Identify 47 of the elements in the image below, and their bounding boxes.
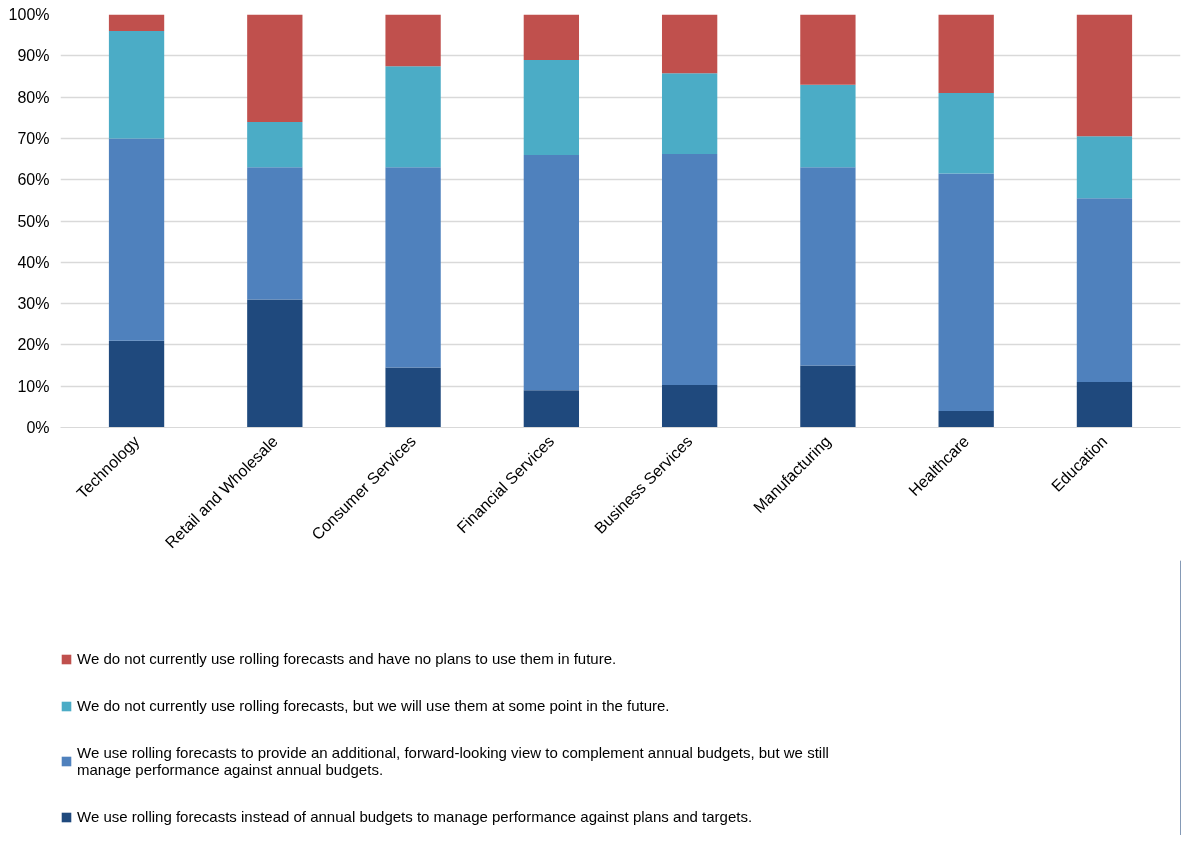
bar	[800, 365, 856, 428]
y-tick-label: 80%	[17, 88, 50, 106]
bar	[1076, 382, 1133, 428]
bar	[800, 167, 856, 366]
bar	[108, 14, 165, 32]
y-tick-label: 90%	[17, 47, 50, 65]
bar	[661, 73, 718, 155]
bar	[800, 14, 856, 85]
y-tick-label: 40%	[17, 253, 50, 271]
y-tick-label: 50%	[17, 212, 50, 230]
y-tick-label: 30%	[17, 295, 50, 313]
bar	[108, 138, 165, 341]
legend-label: We do not currently use rolling forecasts and have no plans to use them in future.	[77, 650, 617, 667]
bar	[1076, 14, 1133, 137]
bar	[938, 410, 994, 428]
bar	[385, 367, 441, 428]
bar	[661, 154, 718, 385]
bar	[523, 14, 580, 60]
bar	[108, 340, 165, 428]
y-tick-label: 20%	[17, 336, 50, 354]
bar	[523, 154, 580, 391]
bar	[247, 121, 303, 168]
bar	[800, 84, 856, 168]
bar	[938, 14, 994, 93]
bar	[523, 390, 580, 428]
y-tick-label: 0%	[26, 419, 50, 436]
y-tick-label: 10%	[17, 377, 50, 395]
legend-label: We use rolling forecasts to provide an additional, forward-looking view to complement annual budgets, but we still manage performance against annual budgets.	[77, 744, 829, 778]
bar	[385, 167, 441, 368]
bar	[247, 299, 303, 428]
bar	[247, 167, 303, 300]
y-tick-label: 70%	[17, 129, 50, 147]
y-tick-label: 60%	[17, 171, 50, 189]
bar	[385, 66, 441, 168]
bar	[247, 14, 303, 122]
bar	[661, 14, 718, 74]
bar	[1076, 198, 1133, 383]
bar	[938, 173, 994, 411]
bar	[661, 384, 718, 428]
bar	[1076, 136, 1133, 199]
bar	[938, 92, 994, 174]
legend-label: We do not currently use rolling forecasts, but we will use them at some point in the future.	[77, 697, 670, 714]
y-tick-label: 100%	[8, 6, 50, 23]
bar	[385, 14, 441, 67]
legend-label: We use rolling forecasts instead of annual budgets to manage performance against plans and targets.	[77, 808, 753, 825]
bar	[108, 31, 165, 139]
bar	[523, 59, 580, 155]
